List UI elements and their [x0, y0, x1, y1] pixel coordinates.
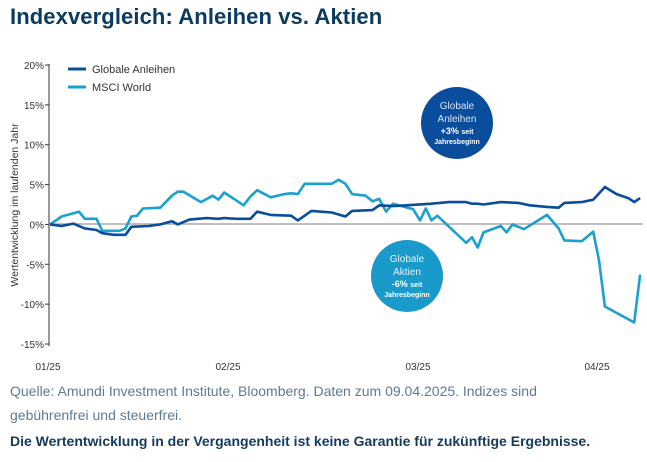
series-line-msci-world: [49, 178, 642, 324]
source-note-line2: gebührenfrei und steuerfrei.: [10, 407, 182, 423]
bubble-line: Globale: [440, 101, 475, 112]
bubble-value: +3% seit: [441, 126, 475, 136]
y-tick-label: 10%: [24, 141, 44, 152]
annotation-bubble-aktien: Globale Aktien -6% seit Jahresbeginn: [371, 240, 443, 312]
bubble-circle: [421, 87, 493, 159]
chart-title: Indexvergleich: Anleihen vs. Aktien: [10, 4, 383, 29]
legend-label-anleihen: Globale Anleihen: [92, 64, 175, 76]
legend: Globale Anleihen MSCI World: [68, 64, 175, 94]
bubble-line: Globale: [390, 254, 425, 265]
series-line-globale-anleihen: [49, 185, 641, 237]
x-tick-label: 03/25: [405, 362, 430, 373]
bubble-circle: [371, 240, 443, 312]
bubble-line: Aktien: [393, 267, 421, 278]
annotation-bubble-anleihen: Globale Anleihen +3% seit Jahresbeginn: [421, 87, 493, 159]
bubble-value: -6% seit: [392, 279, 423, 289]
legend-label-msci: MSCI World: [92, 82, 151, 94]
y-tick-label: 15%: [24, 101, 44, 112]
x-tick-label: 01/25: [35, 362, 60, 373]
y-tick-label: -5%: [26, 260, 44, 271]
y-tick-label: -10%: [21, 300, 44, 311]
y-tick-label: -15%: [21, 340, 44, 351]
bubble-line: Jahresbeginn: [434, 139, 480, 146]
source-note-line1: Quelle: Amundi Investment Institute, Blo…: [10, 383, 537, 399]
y-tick-label: 20%: [24, 61, 44, 72]
line-chart: 20% 15% 10% 5% 0% -5% -10% -15% 01/25 02/25 03/25…: [9, 61, 643, 373]
x-tick-label: 02/25: [215, 362, 240, 373]
y-tick-label: 0%: [30, 220, 45, 231]
bubble-line: Jahresbeginn: [384, 292, 430, 299]
x-tick-label: 04/25: [584, 362, 609, 373]
y-tick-label: 5%: [30, 181, 45, 192]
bubble-line: Anleihen: [438, 114, 477, 125]
y-axis-label: Wertentwicklung im laufenden Jahr: [9, 123, 21, 287]
disclaimer: Die Wertentwicklung in der Vergangenheit…: [10, 433, 591, 449]
